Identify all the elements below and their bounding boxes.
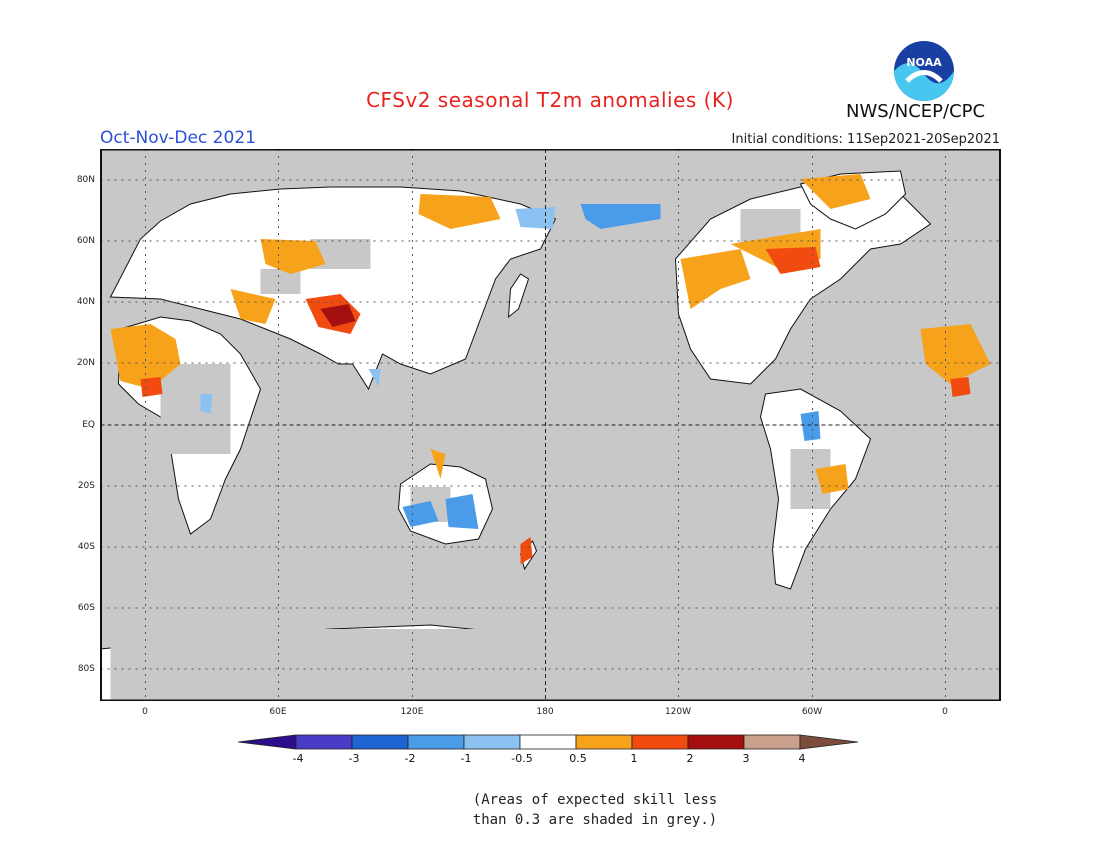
noaa-logo: NOAA (893, 40, 955, 106)
footnote-line-1: (Areas of expected skill less (472, 792, 718, 808)
colorbar-label: 2 (686, 752, 694, 765)
colorbar-cell (631, 734, 689, 750)
lon-label: 120E (400, 707, 424, 717)
colorbar-label: -2 (404, 752, 416, 765)
cool-anomalies (200, 204, 821, 529)
map-title: CFSv2 seasonal T2m anomalies (K) (366, 88, 734, 112)
lat-label: EQ (82, 420, 95, 430)
lon-label: 0 (942, 707, 948, 717)
colorbar-cell (351, 734, 409, 750)
lon-label: 60E (269, 707, 287, 717)
colorbar-label: -3 (348, 752, 360, 765)
colorbar-cell (575, 734, 633, 750)
warm-anomalies (110, 174, 991, 564)
colorbar-cell (743, 734, 801, 750)
skill-footnote: (Areas of expected skill less than 0.3 a… (0, 790, 1100, 830)
colorbar-label: 4 (798, 752, 806, 765)
colorbar-label: -1 (460, 752, 472, 765)
colorbar-label: 1 (630, 752, 638, 765)
colorbar-cell (237, 734, 297, 750)
colorbar-label: 0.5 (569, 752, 587, 765)
lon-label: 180 (536, 707, 554, 717)
lon-label: 60W (801, 707, 823, 717)
colorbar-cell (519, 734, 577, 750)
lat-label: 60S (77, 603, 95, 613)
lat-label: 80S (77, 664, 95, 674)
colorbar-label: 3 (742, 752, 750, 765)
anomaly-map (100, 148, 1011, 705)
colorbar (237, 733, 862, 755)
lat-label: 60N (76, 236, 95, 246)
lat-label: 20S (77, 481, 95, 491)
initial-conditions-label: Initial conditions: 11Sep2021-20Sep2021 (731, 132, 1000, 147)
colorbar-cell (687, 734, 745, 750)
lat-label: 80N (76, 175, 95, 185)
colorbar-cell (799, 734, 859, 750)
agency-label: NWS/NCEP/CPC (846, 101, 986, 122)
logo-text: NOAA (906, 56, 942, 69)
lat-label: 40S (77, 542, 95, 552)
lon-label: 0 (142, 707, 148, 717)
lat-label: 20N (76, 358, 95, 368)
colorbar-label: -4 (292, 752, 304, 765)
grid-lines (100, 149, 1001, 701)
colorbar-cell (463, 734, 521, 750)
land-north-america (674, 178, 932, 385)
colorbar-label: -0.5 (511, 752, 533, 765)
lon-label: 120W (664, 707, 692, 717)
lat-label: 40N (76, 297, 95, 307)
footnote-line-2: than 0.3 are shaded in grey.) (472, 812, 718, 828)
colorbar-cell (295, 734, 353, 750)
season-label: Oct-Nov-Dec 2021 (100, 128, 256, 148)
equator-dateline (100, 149, 1001, 701)
colorbar-cell (407, 734, 465, 750)
land-eurasia (109, 186, 557, 391)
